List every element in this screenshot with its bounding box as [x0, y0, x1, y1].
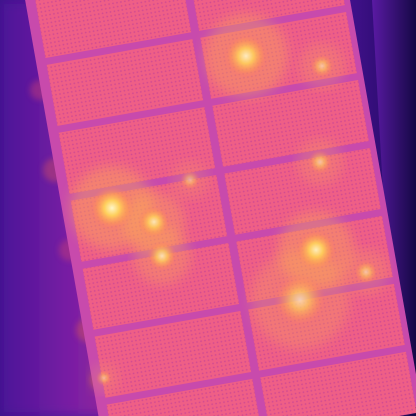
panel-module-texture	[260, 351, 416, 416]
hotspot	[180, 170, 200, 190]
hotspot	[310, 54, 334, 78]
hotspot	[224, 34, 268, 78]
hotspot	[147, 241, 177, 271]
panel-module-texture	[82, 242, 240, 330]
hotspot	[274, 274, 326, 326]
hotspot	[90, 186, 134, 230]
hotspot	[354, 260, 378, 284]
panel-module-texture	[34, 0, 192, 58]
hotspot	[308, 150, 332, 174]
panel-module-texture	[224, 147, 381, 235]
panel-module-texture	[46, 39, 204, 126]
hotspot-layer	[70, 14, 389, 394]
hotspot	[96, 370, 112, 386]
panel-module-texture	[106, 378, 264, 416]
panel-module-texture	[188, 0, 345, 31]
panel-module-texture	[94, 310, 252, 398]
